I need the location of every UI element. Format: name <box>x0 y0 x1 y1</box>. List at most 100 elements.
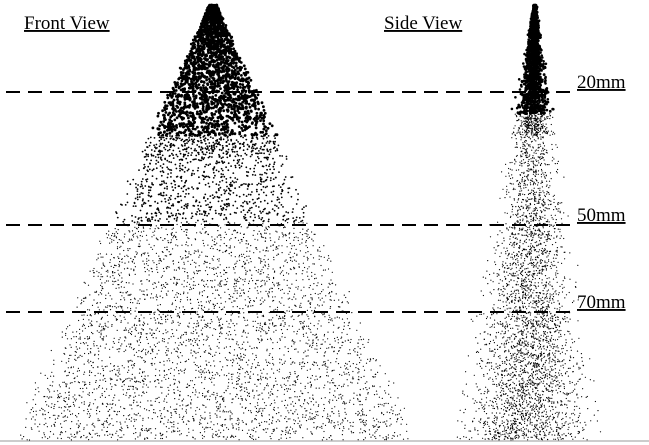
particle <box>248 296 249 297</box>
particle <box>122 310 123 311</box>
particle <box>118 306 119 307</box>
particle <box>104 434 105 435</box>
particle <box>356 330 357 331</box>
particle <box>100 330 101 331</box>
particle <box>234 355 235 356</box>
particle <box>120 315 121 316</box>
particle <box>161 317 162 318</box>
particle <box>107 270 108 271</box>
particle <box>98 418 99 419</box>
particle <box>122 281 123 282</box>
particle <box>170 373 171 374</box>
particle <box>246 119 249 122</box>
particle <box>94 292 95 293</box>
particle <box>258 150 260 152</box>
particle <box>121 343 122 344</box>
particle <box>195 285 196 286</box>
particle <box>230 437 231 438</box>
particle <box>138 381 139 382</box>
particle <box>184 103 187 106</box>
particle <box>126 282 127 283</box>
particle <box>233 110 236 113</box>
particle <box>94 426 95 427</box>
particle <box>197 188 199 190</box>
particle <box>86 424 87 425</box>
particle <box>255 321 256 322</box>
particle <box>367 359 368 360</box>
particle <box>152 175 154 177</box>
particle <box>183 208 185 210</box>
particle <box>358 339 359 340</box>
particle <box>129 414 130 415</box>
particle <box>201 417 202 418</box>
particle <box>194 338 195 339</box>
particle <box>240 396 241 397</box>
particle <box>268 291 269 292</box>
particle <box>169 267 170 268</box>
particle <box>182 83 185 86</box>
particle <box>205 417 206 418</box>
particle <box>339 317 340 318</box>
particle <box>213 177 215 179</box>
particle <box>297 379 298 380</box>
particle <box>239 439 240 440</box>
particle <box>31 409 32 410</box>
particle <box>149 244 150 245</box>
particle <box>311 272 312 273</box>
particle <box>106 307 107 308</box>
particle <box>170 279 171 280</box>
particle <box>314 263 315 264</box>
particle <box>204 194 206 196</box>
particle <box>397 418 398 419</box>
particle <box>187 162 189 164</box>
particle <box>123 243 124 244</box>
particle <box>176 330 177 331</box>
particle <box>204 436 205 437</box>
particle <box>279 369 280 370</box>
particle <box>220 332 221 333</box>
particle <box>260 383 261 384</box>
particle <box>224 307 225 308</box>
particle <box>195 213 197 215</box>
particle <box>218 325 219 326</box>
particle <box>149 274 150 275</box>
particle <box>258 215 260 217</box>
particle <box>133 364 134 365</box>
particle <box>229 239 230 240</box>
particle <box>76 331 77 332</box>
particle <box>124 234 125 235</box>
particle <box>379 397 380 398</box>
particle <box>224 270 225 271</box>
particle <box>301 366 302 367</box>
particle <box>280 340 281 341</box>
particle <box>148 265 149 266</box>
particle <box>269 169 271 171</box>
particle <box>260 378 261 379</box>
particle <box>380 404 381 405</box>
particle <box>401 424 402 425</box>
particle <box>168 338 169 339</box>
particle <box>229 253 230 254</box>
particle <box>76 352 77 353</box>
particle <box>268 274 269 275</box>
particle <box>135 233 136 234</box>
particle <box>177 431 178 432</box>
particle <box>126 329 127 330</box>
particle <box>299 217 301 219</box>
particle <box>293 406 294 407</box>
particle <box>78 381 79 382</box>
particle <box>119 247 120 248</box>
particle <box>292 413 293 414</box>
particle <box>263 114 266 117</box>
particle <box>394 436 395 437</box>
particle <box>245 274 246 275</box>
particle <box>176 220 178 222</box>
particle <box>235 62 238 65</box>
particle <box>166 396 167 397</box>
particle <box>248 256 249 257</box>
particle <box>173 263 174 264</box>
particle <box>202 34 205 37</box>
particle <box>293 331 294 332</box>
particle <box>342 419 343 420</box>
particle <box>341 398 342 399</box>
